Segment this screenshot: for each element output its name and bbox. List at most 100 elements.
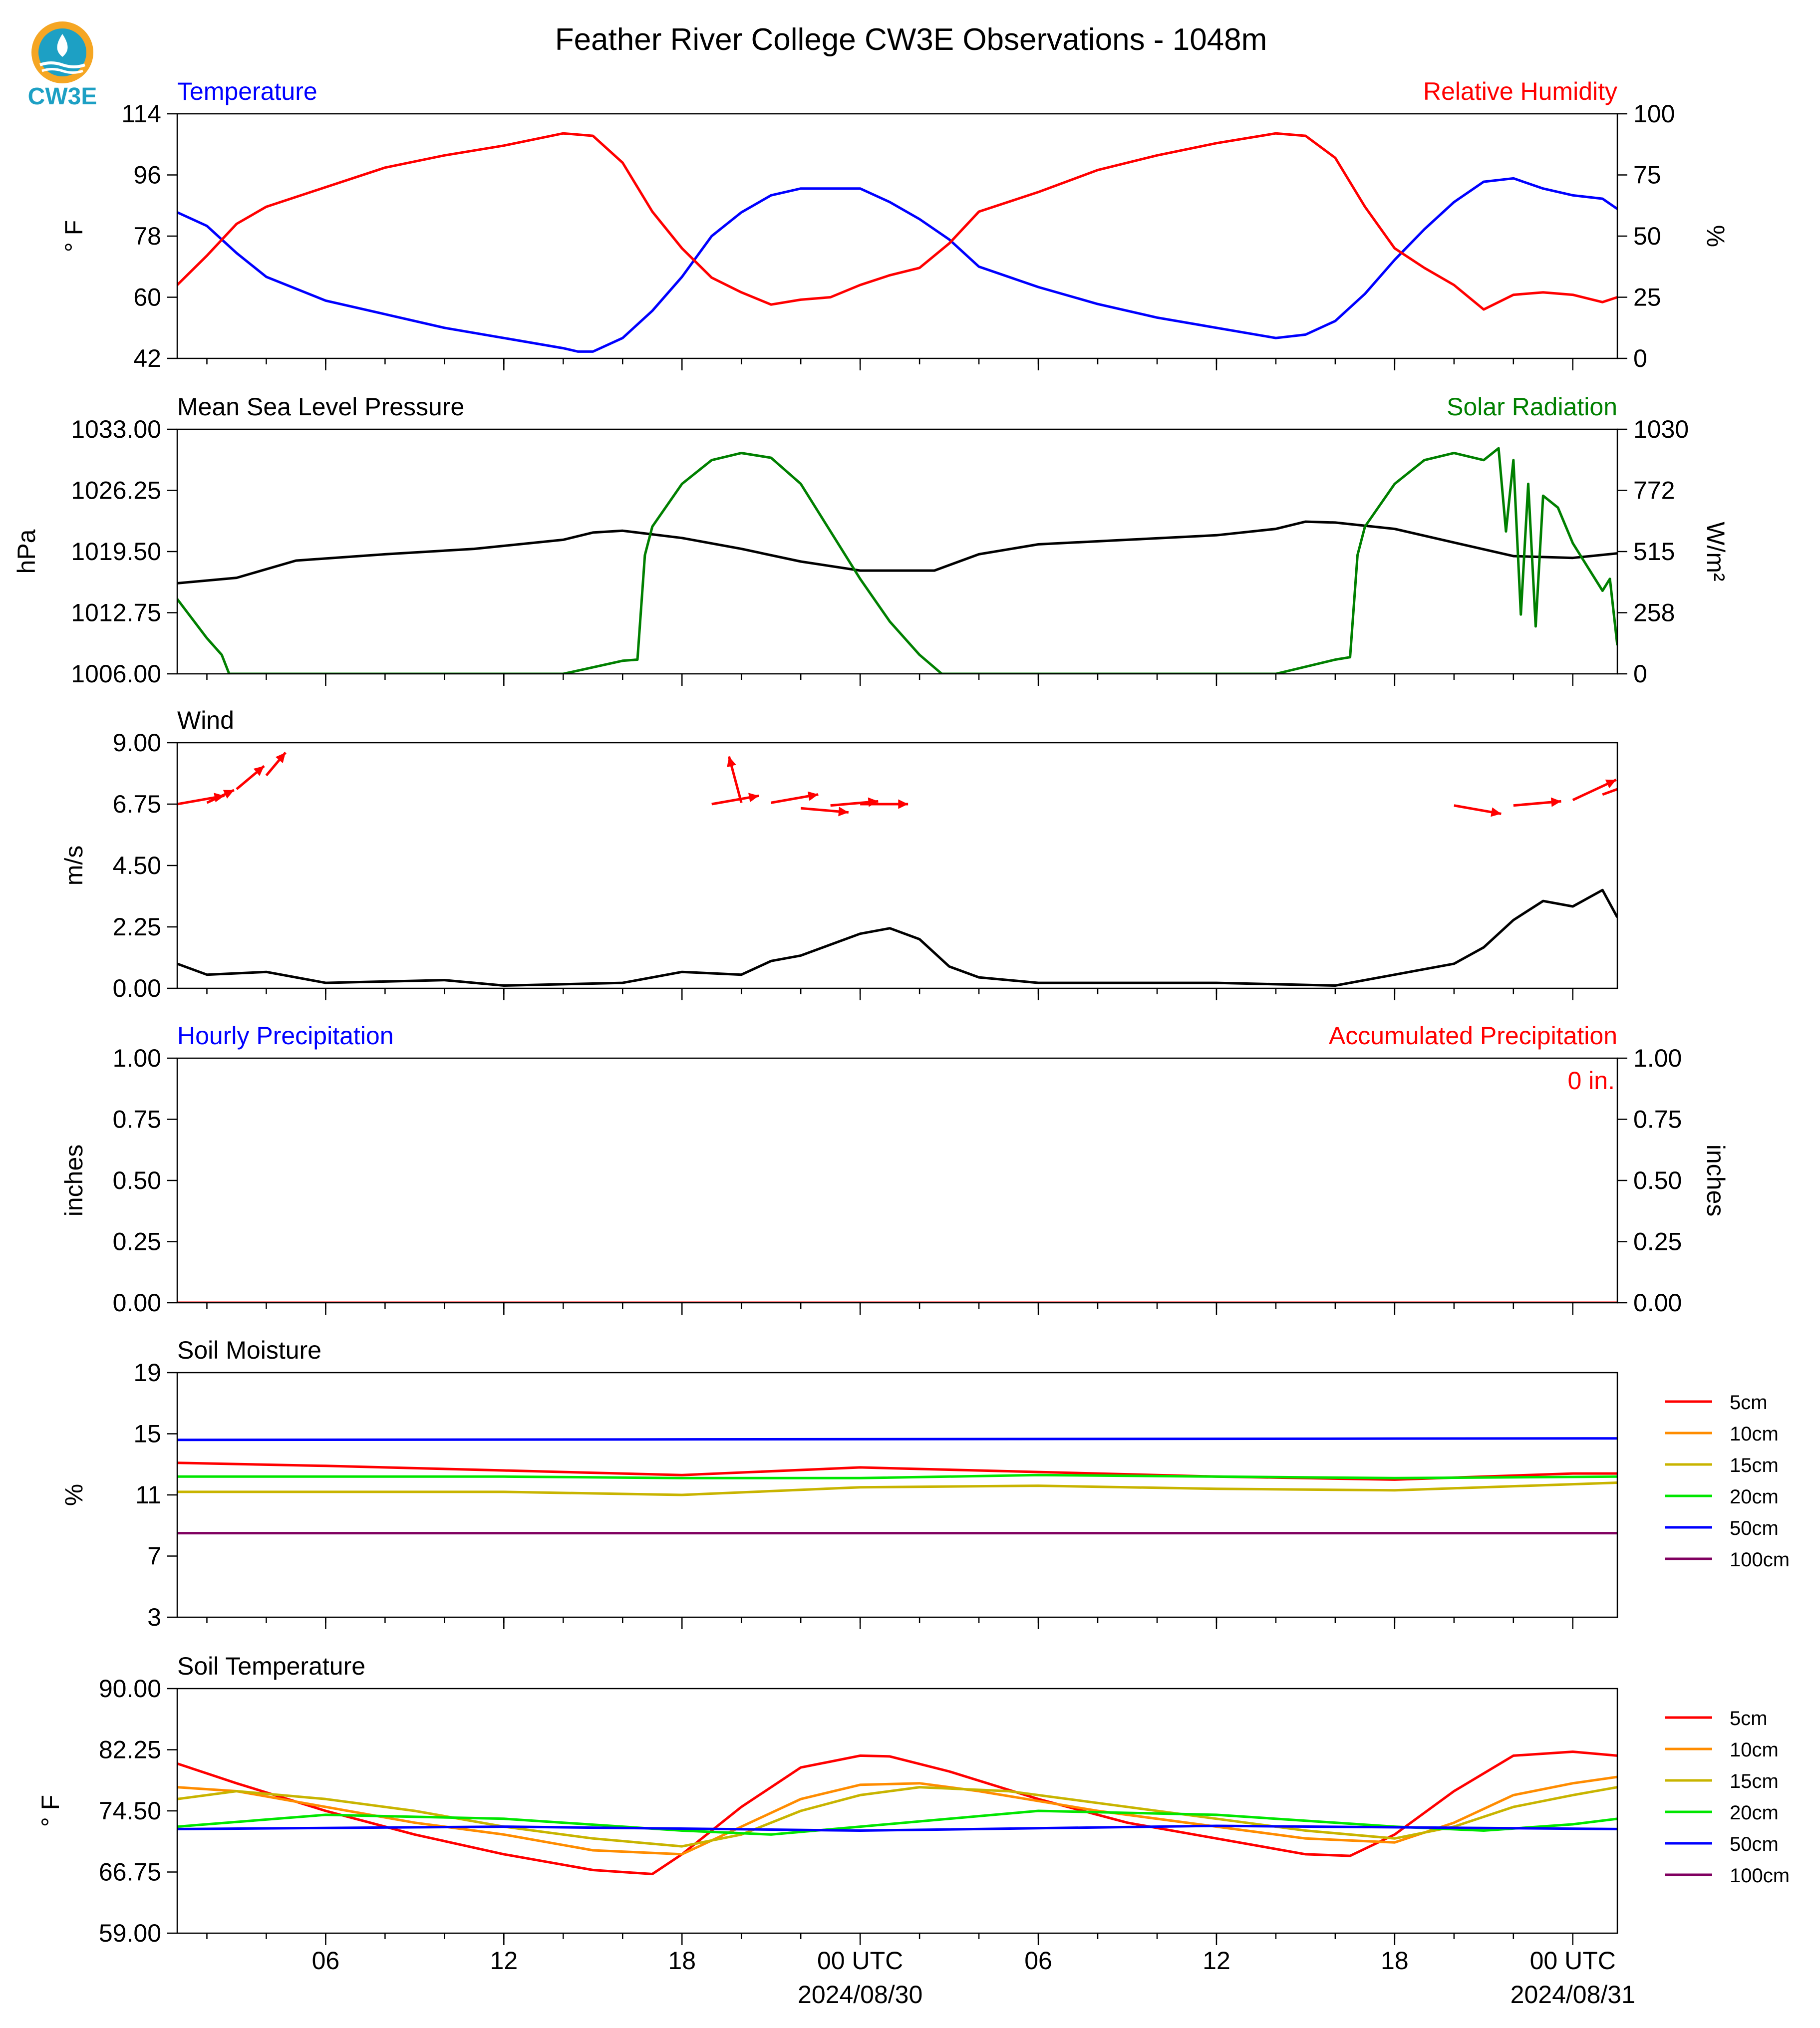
- y-tick-label-left: 0.50: [113, 1166, 161, 1194]
- y-axis-label-right: inches: [1702, 1145, 1730, 1217]
- legend-label: 10cm: [1730, 1739, 1779, 1761]
- y-tick-label-right: 772: [1633, 477, 1675, 505]
- y-tick-label-left: 59.00: [99, 1919, 161, 1947]
- y-tick-label-left: 19: [133, 1359, 161, 1387]
- y-tick-label-right: 0.25: [1633, 1228, 1682, 1256]
- y-axis-label-right: %: [1702, 225, 1730, 247]
- y-tick-label-left: 114: [121, 100, 161, 128]
- y-tick-label-left: 66.75: [99, 1858, 161, 1886]
- legend-label: 5cm: [1730, 1392, 1768, 1414]
- legend-label: 20cm: [1730, 1486, 1779, 1508]
- wind-arrow: [1513, 797, 1561, 807]
- panel-annotation: 0 in.: [1567, 1067, 1615, 1095]
- series-group: [177, 1750, 1617, 1875]
- y-tick-label-left: 90.00: [99, 1675, 161, 1703]
- chart-panel-3: 9.00 6.75 4.50 2.25 0.00 Wind m/s: [60, 706, 1618, 1002]
- legend-label: 100cm: [1730, 1549, 1790, 1571]
- y-tick-label-left: 96: [133, 161, 161, 189]
- y-tick-label-left: 1012.75: [71, 599, 161, 627]
- y-tick-label-left: 1026.25: [71, 477, 161, 505]
- series-line-solar-radiation: [177, 447, 1617, 674]
- y-tick-label-left: 11: [135, 1481, 161, 1509]
- wind-arrow: [1454, 804, 1502, 817]
- series-line-15cm: [177, 1481, 1617, 1496]
- wind-arrow: [236, 765, 265, 790]
- panel-title-left: Soil Moisture: [177, 1336, 321, 1364]
- wind-arrow: [800, 807, 849, 817]
- wind-arrow: [727, 756, 743, 803]
- y-tick-label-left: 1033.00: [71, 415, 161, 443]
- plot-frame: [176, 428, 1618, 675]
- plot-frame: [176, 742, 1618, 989]
- y-tick-label-right: 100: [1633, 100, 1675, 128]
- logo-text: CW3E: [27, 83, 97, 110]
- y-tick-label-left: 78: [133, 222, 161, 250]
- legend-label: 100cm: [1730, 1865, 1790, 1887]
- y-tick-label-left: 60: [133, 284, 161, 311]
- y-axis-label-left: ° F: [60, 220, 88, 252]
- panel-title-left: Temperature: [177, 77, 317, 105]
- legend-label: 15cm: [1730, 1454, 1779, 1476]
- y-tick-label-left: 0.00: [113, 1289, 161, 1317]
- chart-panels: 114 96 78 60 42 100 75 50 25 0 Temperature Relative…: [12, 77, 1790, 1947]
- plot-frame: [176, 1057, 1618, 1304]
- series-line-mean-sea-level-pressure: [177, 520, 1617, 584]
- wind-arrow: [265, 752, 287, 777]
- x-date-label: 2024/08/30: [798, 1981, 922, 2009]
- y-axis-label-right: W/m²: [1702, 522, 1730, 581]
- series-line-20cm: [177, 1473, 1617, 1479]
- series-group: [177, 447, 1617, 674]
- y-tick-label-left: 0.75: [113, 1106, 161, 1134]
- y-tick-label-left: 15: [133, 1420, 161, 1448]
- x-date-label: 2024/08/31: [1511, 1981, 1635, 2009]
- y-tick-label-left: 1019.50: [71, 538, 161, 566]
- series-line-20cm: [177, 1809, 1617, 1836]
- panel-title-left: Wind: [177, 706, 234, 734]
- x-tick-label: 18: [668, 1947, 696, 1975]
- y-tick-label-left: 9.00: [113, 729, 161, 757]
- chart-panel-1: 114 96 78 60 42 100 75 50 25 0 Temperature Relative…: [60, 77, 1730, 372]
- plot-frame: [176, 1372, 1618, 1618]
- y-tick-label-left: 4.50: [113, 852, 161, 879]
- series-line-10cm: [177, 1775, 1617, 1856]
- wind-arrow: [206, 789, 235, 804]
- y-tick-label-right: 1030: [1633, 415, 1689, 443]
- chart-panel-4: 1.00 0.75 0.50 0.25 0.00 1.00 0.75 0.50 0.25 0.00…: [60, 1022, 1730, 1317]
- series-group: [177, 1437, 1617, 1535]
- x-tick-label: 06: [1024, 1947, 1052, 1975]
- y-tick-label-left: 1006.00: [71, 660, 161, 688]
- wind-arrow: [711, 793, 759, 806]
- plot-frame: [176, 1688, 1618, 1934]
- y-tick-label-right: 75: [1633, 161, 1661, 189]
- x-axis: 06 12 18 00 UTC 06 12 18 00 UTC 2024/08/30 2024/0…: [312, 1947, 1635, 2009]
- y-tick-label-right: 25: [1633, 284, 1661, 311]
- y-tick-label-right: 50: [1633, 222, 1661, 250]
- legend: 5cm 10cm 15cm 20cm 50cm 100cm: [1665, 1708, 1790, 1887]
- y-tick-label-right: 0.75: [1633, 1106, 1682, 1134]
- cw3e-logo: CW3E: [20, 15, 105, 110]
- y-tick-label-left: 82.25: [99, 1736, 161, 1764]
- wind-arrow: [860, 799, 909, 809]
- x-tick-label: 12: [490, 1947, 518, 1975]
- y-axis-label-left: hPa: [12, 529, 40, 574]
- panel-title-left: Mean Sea Level Pressure: [177, 393, 464, 421]
- panel-title-left: Soil Temperature: [177, 1652, 365, 1680]
- y-axis-label-left: ° F: [36, 1795, 64, 1827]
- wind-arrow: [830, 797, 879, 807]
- x-tick-label: 12: [1203, 1947, 1230, 1975]
- panel-title-right: Solar Radiation: [1447, 393, 1617, 421]
- y-tick-label-left: 0.00: [113, 974, 161, 1002]
- x-tick-label: 00 UTC: [817, 1947, 903, 1975]
- wind-arrow: [771, 791, 819, 804]
- y-axis-label-left: inches: [60, 1145, 88, 1217]
- legend: 5cm 10cm 15cm 20cm 50cm 100cm: [1665, 1392, 1790, 1571]
- series-line-50cm: [177, 1824, 1617, 1832]
- series-group: [177, 752, 1617, 987]
- chart-panel-5: 19 15 11 7 3 Soil Moisture% 5cm 10cm 15cm 20cm 50c…: [60, 1336, 1790, 1631]
- y-tick-label-left: 42: [133, 344, 161, 372]
- legend-label: 10cm: [1730, 1423, 1779, 1445]
- y-tick-label-left: 2.25: [113, 913, 161, 941]
- wind-arrow: [1602, 788, 1617, 796]
- y-axis-label-left: m/s: [60, 846, 88, 886]
